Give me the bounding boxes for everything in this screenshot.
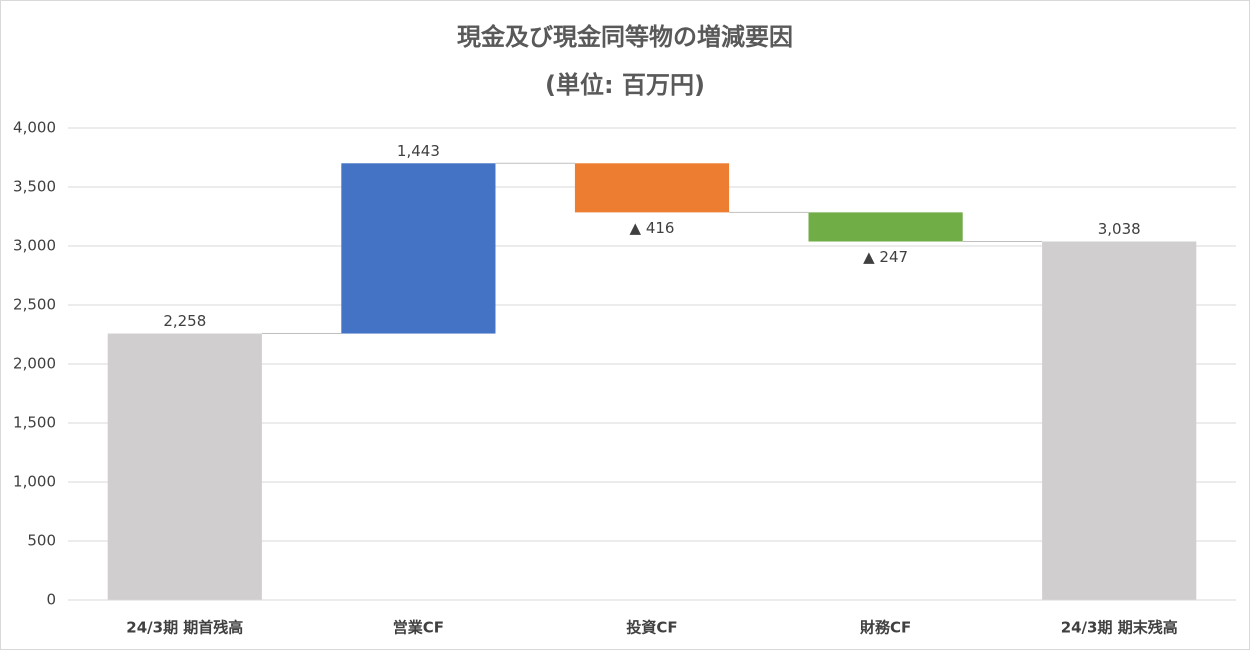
- y-tick-label: 1,500: [13, 414, 56, 432]
- value-label: ▲ 416: [630, 219, 675, 237]
- bar: [341, 163, 496, 334]
- bar: [1042, 241, 1197, 601]
- x-tick-label: 営業CF: [393, 619, 444, 637]
- value-label: 2,258: [163, 312, 206, 330]
- y-tick-label: 3,500: [13, 178, 56, 196]
- x-tick-label: 投資CF: [626, 619, 677, 637]
- y-tick-label: 4,000: [13, 119, 56, 137]
- value-label: ▲ 247: [863, 248, 908, 266]
- chart-subtitle: (単位: 百万円): [545, 71, 705, 99]
- bar: [574, 163, 730, 213]
- value-label: 1,443: [397, 142, 440, 160]
- x-tick-label: 財務CF: [859, 619, 911, 637]
- bar: [107, 333, 262, 600]
- chart-title: 現金及び現金同等物の増減要因: [457, 23, 793, 51]
- x-tick-label: 24/3期 期末残高: [1061, 619, 1178, 637]
- y-tick-label: 2,000: [13, 355, 56, 373]
- y-tick-label: 3,000: [13, 237, 56, 255]
- y-tick-label: 500: [27, 532, 56, 550]
- x-tick-label: 24/3期 期首残高: [126, 619, 243, 637]
- y-tick-label: 2,500: [13, 296, 56, 314]
- y-tick-label: 0: [46, 591, 56, 609]
- bar: [808, 212, 963, 242]
- y-tick-label: 1,000: [13, 473, 56, 491]
- value-label: 3,038: [1098, 220, 1141, 238]
